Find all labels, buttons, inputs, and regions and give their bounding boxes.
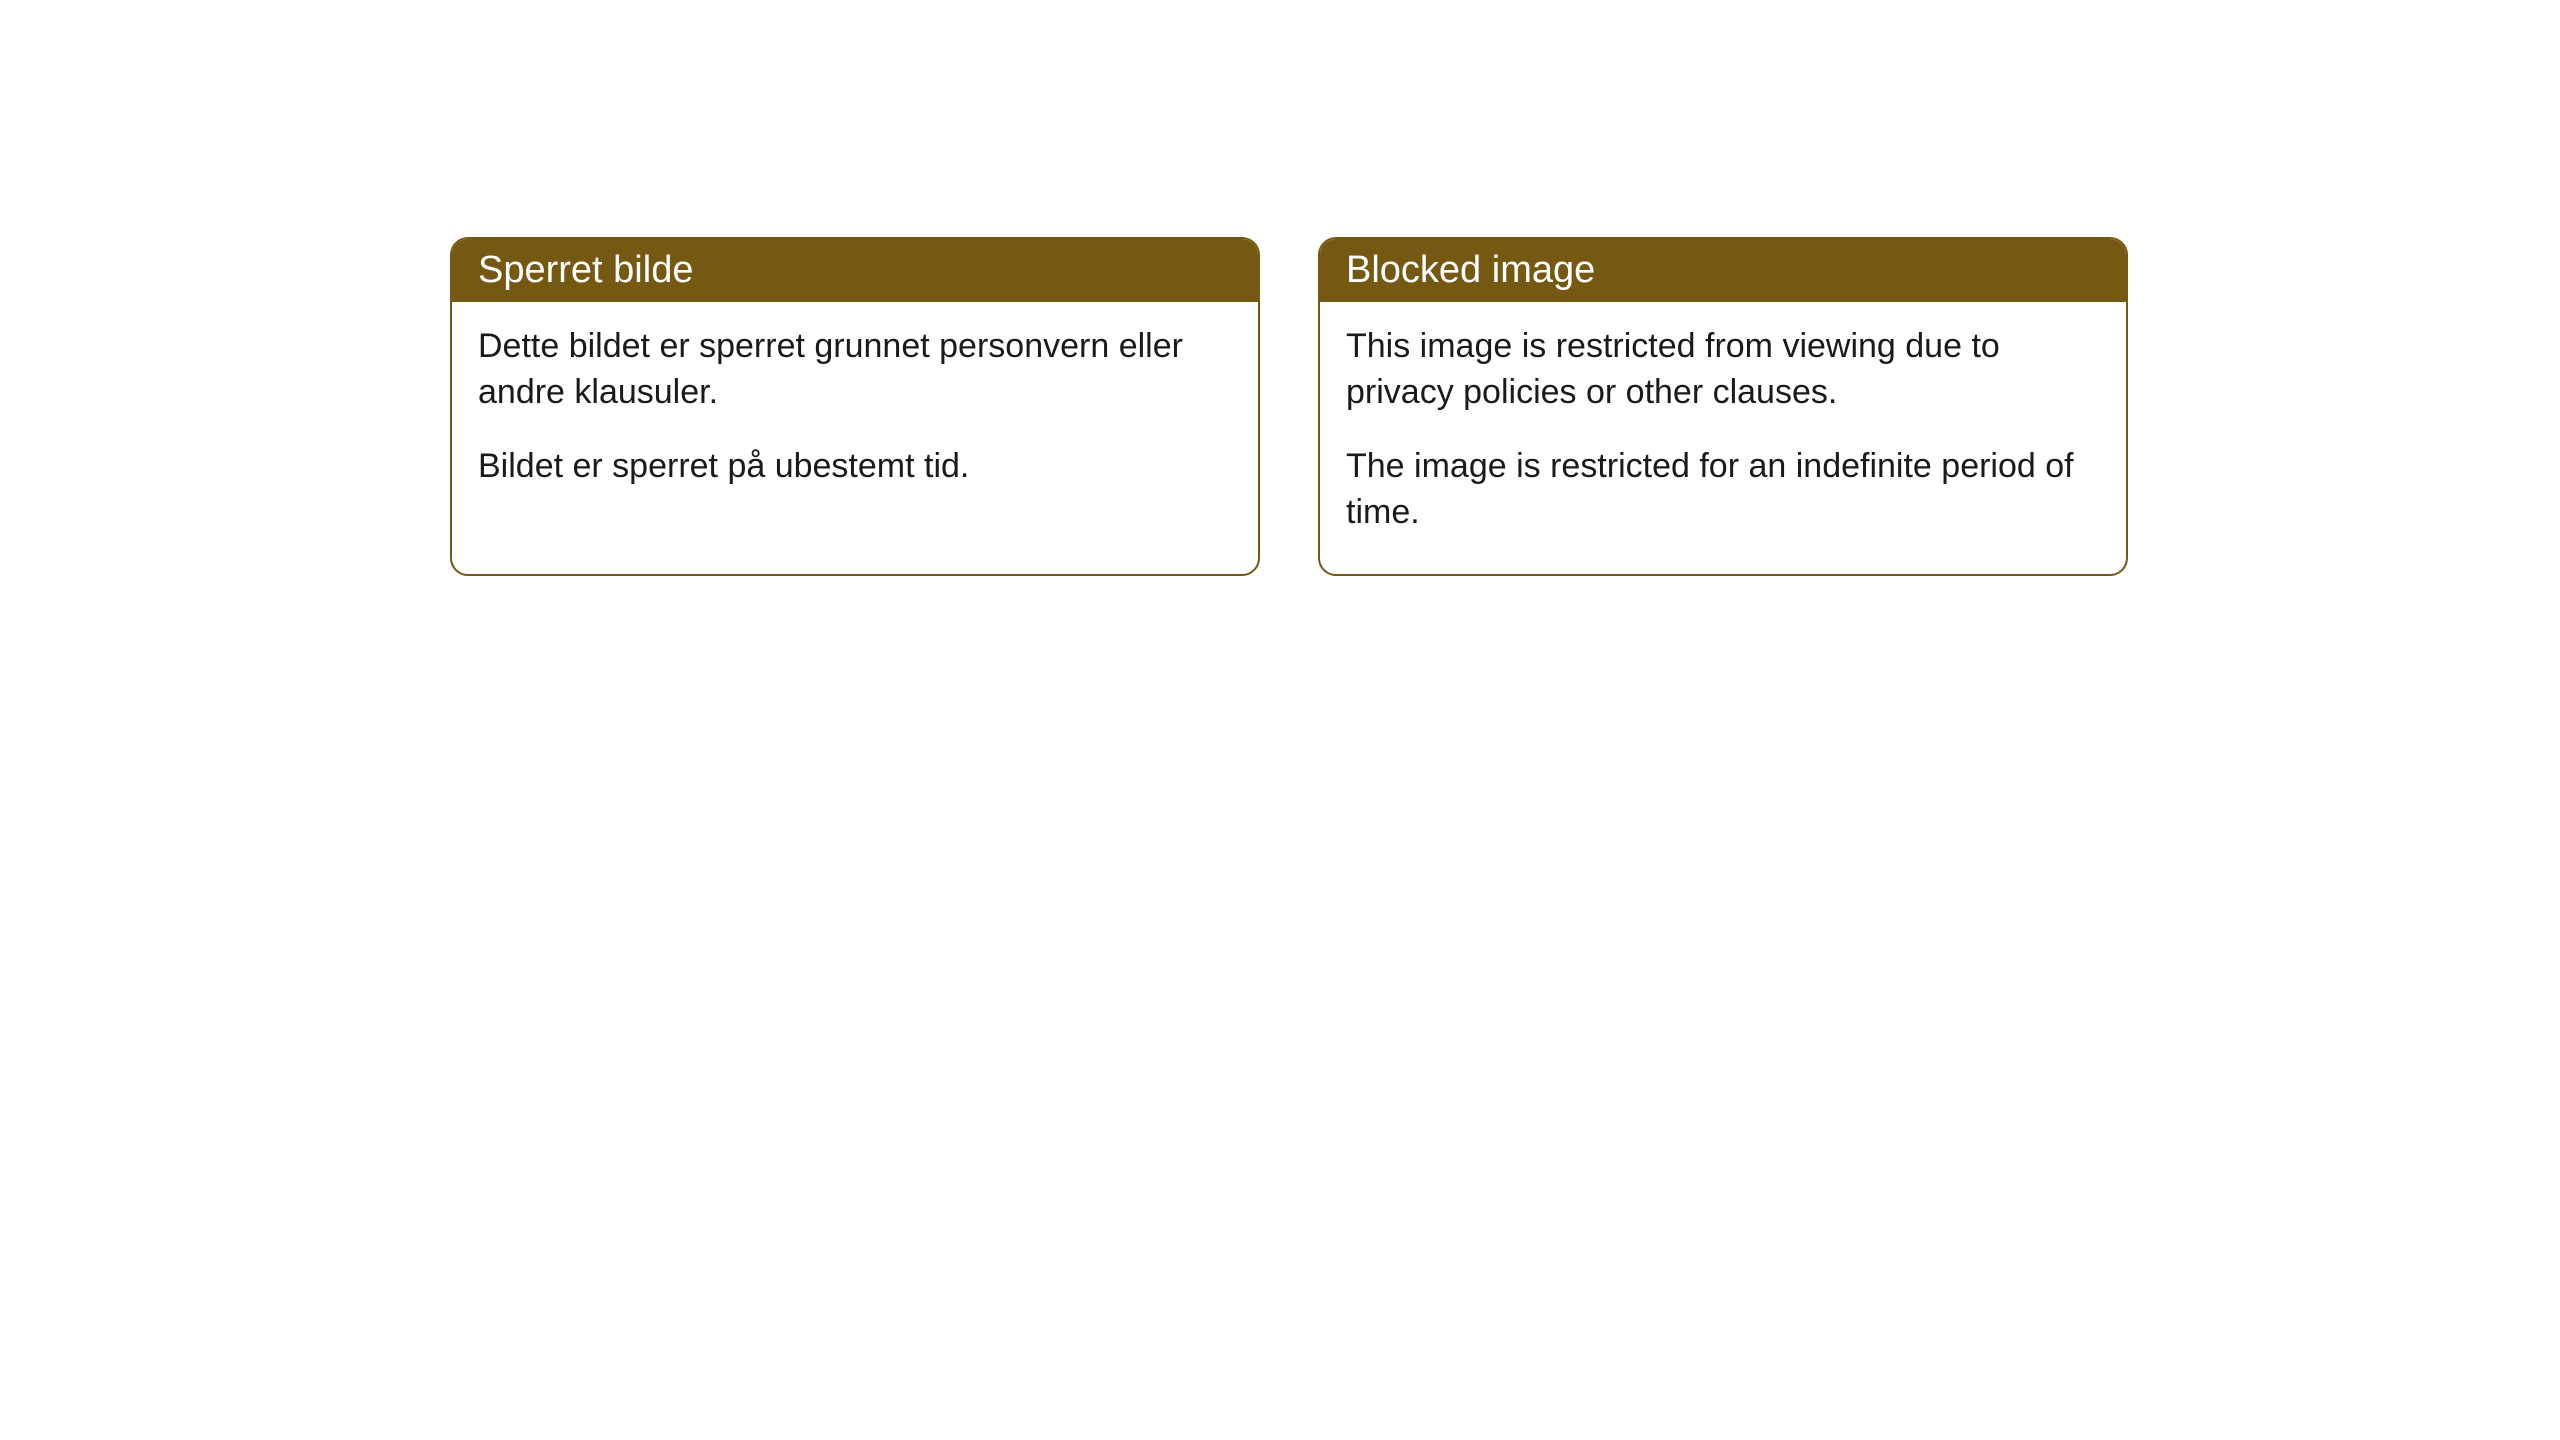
notice-paragraph-1-norwegian: Dette bildet er sperret grunnet personve… bbox=[478, 324, 1232, 416]
notice-title-english: Blocked image bbox=[1346, 249, 1595, 291]
notice-paragraph-2-english: The image is restricted for an indefinit… bbox=[1346, 444, 2100, 536]
notice-paragraph-2-norwegian: Bildet er sperret på ubestemt tid. bbox=[478, 444, 1232, 490]
notice-body-norwegian: Dette bildet er sperret grunnet personve… bbox=[452, 302, 1258, 528]
notice-body-english: This image is restricted from viewing du… bbox=[1320, 302, 2126, 574]
notice-container: Sperret bilde Dette bildet er sperret gr… bbox=[450, 237, 2128, 576]
notice-header-norwegian: Sperret bilde bbox=[452, 239, 1258, 302]
notice-card-english: Blocked image This image is restricted f… bbox=[1318, 237, 2128, 576]
notice-header-english: Blocked image bbox=[1320, 239, 2126, 302]
notice-title-norwegian: Sperret bilde bbox=[478, 249, 693, 291]
notice-paragraph-1-english: This image is restricted from viewing du… bbox=[1346, 324, 2100, 416]
notice-card-norwegian: Sperret bilde Dette bildet er sperret gr… bbox=[450, 237, 1260, 576]
